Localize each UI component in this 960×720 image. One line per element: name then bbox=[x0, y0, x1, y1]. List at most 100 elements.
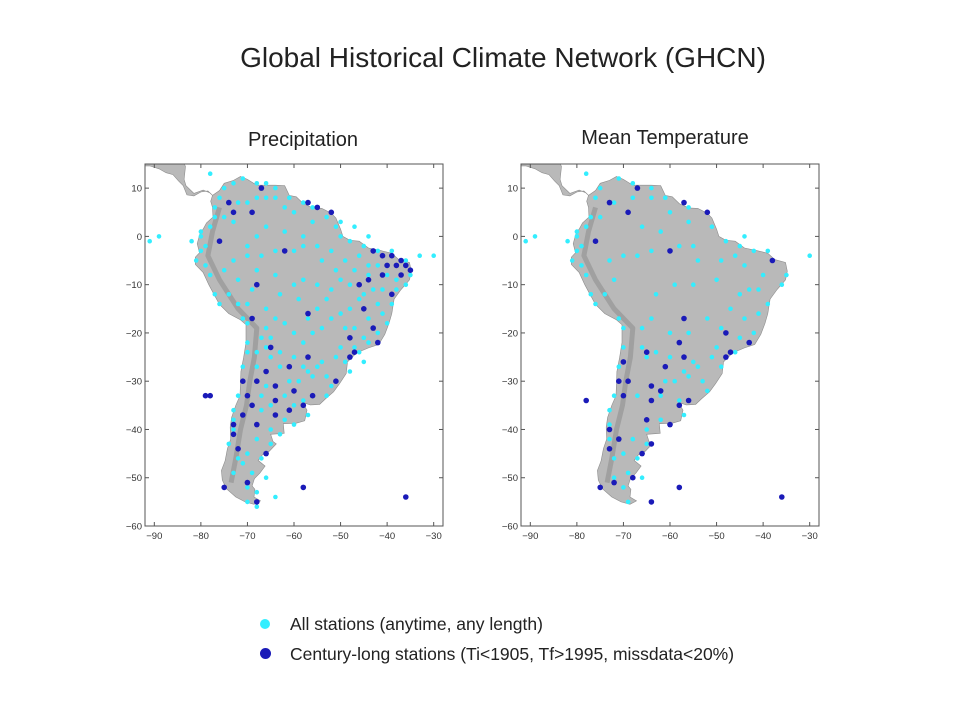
station-all-marker bbox=[667, 210, 673, 215]
x-tick-label: −60 bbox=[286, 531, 302, 542]
station-all-marker bbox=[366, 263, 371, 268]
y-tick-label: −40 bbox=[502, 425, 518, 436]
station-all-marker bbox=[329, 248, 334, 254]
y-tick-label: −30 bbox=[126, 377, 142, 388]
station-century-marker bbox=[643, 417, 650, 423]
station-all-marker bbox=[263, 224, 269, 229]
station-century-marker bbox=[254, 421, 260, 428]
station-all-marker bbox=[361, 243, 367, 249]
station-century-marker bbox=[375, 339, 381, 346]
station-all-marker bbox=[389, 301, 395, 307]
station-all-marker bbox=[677, 398, 682, 403]
station-all-marker bbox=[579, 243, 584, 249]
y-tick-label: −10 bbox=[126, 280, 142, 291]
station-all-marker bbox=[291, 282, 297, 287]
station-century-marker bbox=[685, 397, 692, 404]
station-all-marker bbox=[273, 248, 278, 254]
station-all-marker bbox=[356, 349, 362, 355]
station-century-marker bbox=[351, 349, 358, 355]
station-all-marker bbox=[282, 229, 287, 234]
y-tick-label: −20 bbox=[126, 328, 142, 339]
station-all-marker bbox=[732, 349, 738, 355]
y-tick-label: −60 bbox=[126, 522, 142, 533]
y-tick-label: −50 bbox=[126, 473, 142, 484]
station-all-marker bbox=[268, 354, 273, 360]
station-all-marker bbox=[695, 364, 701, 369]
station-all-marker bbox=[207, 224, 213, 229]
station-all-marker bbox=[324, 214, 329, 220]
station-all-marker bbox=[333, 354, 339, 360]
station-century-marker bbox=[379, 272, 386, 278]
station-all-marker bbox=[189, 238, 194, 244]
station-all-marker bbox=[611, 393, 617, 398]
station-all-marker bbox=[602, 292, 608, 297]
station-all-marker bbox=[240, 364, 246, 369]
y-tick-label: 10 bbox=[131, 184, 142, 195]
station-all-marker bbox=[756, 311, 761, 316]
station-century-marker bbox=[630, 474, 636, 481]
station-century-marker bbox=[648, 441, 655, 447]
station-all-marker bbox=[630, 181, 636, 186]
station-all-marker bbox=[198, 248, 204, 254]
station-all-marker bbox=[625, 470, 631, 476]
station-all-marker bbox=[240, 461, 246, 466]
station-century-marker bbox=[365, 277, 372, 283]
station-century-marker bbox=[291, 388, 297, 394]
station-all-marker bbox=[588, 292, 594, 297]
station-all-marker bbox=[621, 451, 626, 456]
station-century-marker bbox=[267, 344, 274, 351]
station-all-marker bbox=[259, 456, 264, 461]
station-all-marker bbox=[305, 316, 311, 321]
station-all-marker bbox=[310, 330, 315, 336]
station-all-marker bbox=[597, 214, 603, 220]
station-all-marker bbox=[579, 263, 584, 268]
station-all-marker bbox=[375, 263, 381, 268]
station-century-marker bbox=[667, 248, 673, 254]
station-all-marker bbox=[644, 427, 649, 432]
station-all-marker bbox=[728, 306, 733, 312]
station-all-marker bbox=[338, 277, 343, 283]
station-all-marker bbox=[301, 277, 306, 283]
station-all-marker bbox=[686, 205, 691, 210]
station-all-marker bbox=[296, 296, 301, 302]
station-century-marker bbox=[634, 185, 641, 191]
station-all-marker bbox=[254, 364, 260, 369]
station-all-marker bbox=[301, 398, 306, 403]
station-all-marker bbox=[235, 277, 241, 283]
station-all-marker bbox=[277, 292, 283, 297]
station-all-marker bbox=[635, 456, 640, 461]
station-all-marker bbox=[221, 185, 227, 191]
station-all-marker bbox=[319, 258, 325, 263]
station-century-marker bbox=[230, 209, 237, 216]
station-all-marker bbox=[389, 248, 395, 254]
station-century-marker bbox=[625, 378, 631, 384]
station-all-marker bbox=[249, 470, 255, 476]
legend-marker-all-stations bbox=[260, 619, 270, 629]
station-century-marker bbox=[639, 450, 645, 457]
station-century-marker bbox=[398, 272, 404, 278]
station-all-marker bbox=[742, 263, 747, 268]
station-century-marker bbox=[616, 436, 622, 442]
station-all-marker bbox=[156, 234, 162, 239]
station-all-marker bbox=[212, 214, 218, 220]
station-all-marker bbox=[384, 321, 390, 326]
station-all-marker bbox=[611, 475, 617, 481]
station-century-marker bbox=[643, 349, 650, 355]
station-century-marker bbox=[216, 238, 223, 244]
station-all-marker bbox=[352, 345, 357, 350]
station-all-marker bbox=[329, 287, 334, 292]
station-all-marker bbox=[784, 272, 789, 278]
station-century-marker bbox=[281, 248, 288, 254]
station-century-marker bbox=[389, 291, 395, 298]
station-all-marker bbox=[403, 282, 409, 287]
station-all-marker bbox=[630, 436, 636, 442]
station-century-marker bbox=[393, 262, 400, 269]
station-all-marker bbox=[356, 296, 362, 302]
station-all-marker bbox=[259, 335, 264, 341]
station-all-marker bbox=[287, 195, 292, 201]
station-all-marker bbox=[254, 504, 260, 510]
station-all-marker bbox=[254, 181, 260, 186]
station-all-marker bbox=[574, 229, 580, 234]
station-century-marker bbox=[356, 281, 362, 288]
legend-label-all-stations: All stations (anytime, any length) bbox=[290, 614, 543, 634]
